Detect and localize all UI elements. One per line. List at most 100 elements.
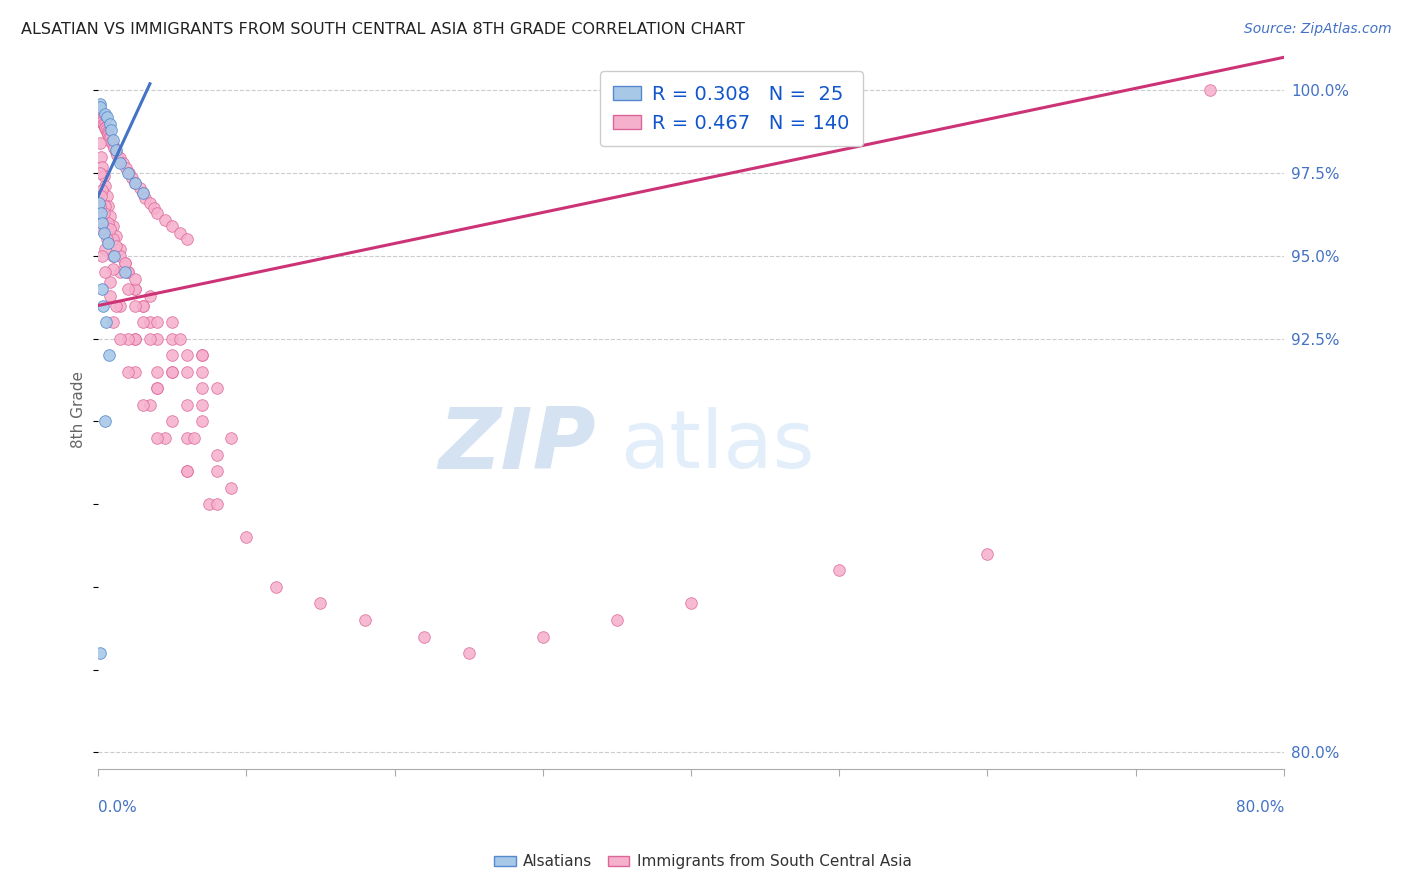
Point — [101, 138, 124, 153]
Point — [94, 265, 117, 279]
Text: Source: ZipAtlas.com: Source: ZipAtlas.com — [1244, 22, 1392, 37]
Point — [93, 206, 115, 220]
Point — [124, 282, 146, 296]
Point — [90, 189, 112, 203]
Point — [103, 141, 125, 155]
Point — [124, 272, 146, 286]
Point — [97, 127, 120, 141]
Point — [96, 315, 118, 329]
Text: 0.0%: 0.0% — [98, 799, 136, 814]
Point — [114, 255, 136, 269]
Point — [98, 222, 121, 236]
Point — [89, 136, 111, 151]
Point — [198, 497, 221, 511]
Point — [98, 116, 121, 130]
Point — [112, 156, 135, 170]
Point — [89, 106, 111, 120]
Point — [153, 212, 176, 227]
Legend: R = 0.308   N =  25, R = 0.467   N = 140: R = 0.308 N = 25, R = 0.467 N = 140 — [600, 71, 863, 146]
Point — [96, 125, 118, 139]
Point — [124, 332, 146, 346]
Point — [117, 365, 139, 379]
Point — [124, 332, 146, 346]
Point — [87, 196, 110, 211]
Point — [146, 431, 169, 445]
Point — [153, 431, 176, 445]
Text: ALSATIAN VS IMMIGRANTS FROM SOUTH CENTRAL ASIA 8TH GRADE CORRELATION CHART: ALSATIAN VS IMMIGRANTS FROM SOUTH CENTRA… — [21, 22, 745, 37]
Point — [89, 199, 111, 213]
Point — [90, 112, 112, 126]
Point — [110, 156, 132, 170]
Point — [90, 110, 112, 124]
Point — [94, 106, 117, 120]
Point — [139, 196, 162, 211]
Point — [110, 151, 132, 165]
Text: atlas: atlas — [620, 407, 814, 484]
Point — [146, 332, 169, 346]
Point — [117, 332, 139, 346]
Point — [103, 249, 125, 263]
Point — [94, 242, 117, 256]
Point — [104, 145, 127, 159]
Point — [413, 630, 436, 644]
Point — [354, 613, 377, 627]
Point — [110, 265, 132, 279]
Point — [89, 100, 111, 114]
Point — [124, 176, 146, 190]
Point — [91, 183, 114, 197]
Point — [101, 249, 124, 263]
Point — [169, 332, 191, 346]
Point — [115, 161, 138, 176]
Point — [146, 381, 169, 395]
Point — [110, 242, 132, 256]
Point — [97, 199, 120, 213]
Point — [96, 123, 118, 137]
Point — [183, 431, 205, 445]
Point — [160, 414, 183, 428]
Point — [160, 332, 183, 346]
Point — [191, 381, 214, 395]
Point — [139, 315, 162, 329]
Point — [205, 381, 228, 395]
Point — [191, 414, 214, 428]
Point — [94, 199, 117, 213]
Point — [91, 216, 114, 230]
Point — [98, 131, 121, 145]
Point — [309, 597, 332, 611]
Point — [117, 166, 139, 180]
Point — [264, 580, 287, 594]
Point — [191, 348, 214, 362]
Point — [176, 365, 198, 379]
Point — [160, 315, 183, 329]
Point — [124, 176, 146, 190]
Point — [93, 226, 115, 240]
Point — [457, 646, 479, 660]
Point — [191, 348, 214, 362]
Point — [93, 120, 115, 134]
Point — [124, 365, 146, 379]
Point — [110, 332, 132, 346]
Point — [90, 222, 112, 236]
Point — [110, 299, 132, 313]
Point — [91, 216, 114, 230]
Point — [117, 265, 139, 279]
Point — [93, 414, 115, 428]
Point — [176, 232, 198, 246]
Point — [679, 597, 702, 611]
Text: ZIP: ZIP — [439, 404, 596, 487]
Point — [96, 232, 118, 246]
Point — [101, 232, 124, 246]
Point — [104, 229, 127, 244]
Point — [98, 288, 121, 302]
Point — [89, 646, 111, 660]
Point — [89, 108, 111, 122]
Y-axis label: 8th Grade: 8th Grade — [72, 371, 86, 449]
Point — [93, 118, 115, 132]
Point — [131, 186, 153, 200]
Point — [87, 100, 110, 114]
Point — [90, 282, 112, 296]
Point — [118, 166, 141, 180]
Point — [221, 481, 243, 495]
Point — [104, 143, 127, 157]
Point — [131, 186, 153, 200]
